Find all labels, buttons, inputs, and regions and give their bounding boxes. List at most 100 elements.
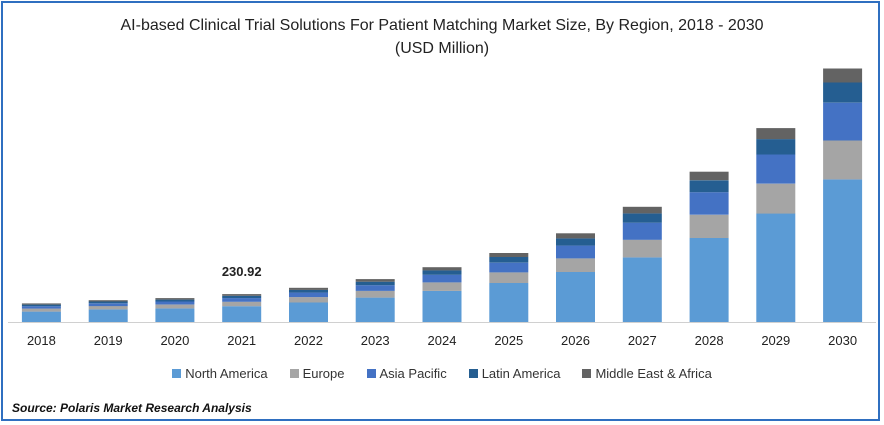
legend-label-2: Asia Pacific (379, 366, 447, 381)
bar-segment-2023-3 (355, 281, 395, 286)
bar-segment-2020-0 (155, 308, 195, 322)
bar-segment-2020-2 (155, 301, 195, 305)
x-tick-label-2030: 2030 (828, 333, 857, 348)
bar-segment-2027-4 (622, 206, 662, 214)
legend-label-4: Middle East & Africa (595, 366, 712, 381)
bar-segment-2027-1 (622, 239, 662, 258)
legend-swatch-2 (366, 369, 376, 378)
bar-segment-2018-0 (21, 311, 61, 322)
x-tick-label-2020: 2020 (160, 333, 189, 348)
x-tick-label-2018: 2018 (27, 333, 56, 348)
bar-segment-2024-1 (422, 282, 462, 291)
bar-segment-2030-2 (823, 102, 863, 141)
bar-segment-2022-4 (289, 287, 328, 290)
x-tick-label-2026: 2026 (561, 333, 590, 348)
bar-segment-2019-0 (88, 309, 128, 322)
bar-segment-2029-0 (756, 213, 796, 322)
bar-segment-2029-4 (756, 128, 796, 140)
chart-subtitle: (USD Million) (394, 40, 490, 57)
bar-segment-2026-0 (556, 272, 595, 322)
bar-segment-2030-3 (823, 82, 863, 103)
x-tick-label-2025: 2025 (494, 333, 523, 348)
bar-segment-2020-3 (155, 299, 195, 302)
bar-segment-2026-3 (556, 238, 595, 246)
bar-segment-2023-4 (355, 279, 395, 282)
bar-segment-2021-1 (222, 301, 262, 307)
bar-segment-2026-1 (556, 258, 595, 272)
legend-label-1: Europe (302, 366, 345, 381)
bar-segment-2027-3 (622, 213, 662, 223)
x-tick-label-2027: 2027 (628, 333, 657, 348)
bar-segment-2026-4 (556, 233, 595, 239)
legend-swatch-3 (468, 369, 478, 378)
bar-segment-2018-2 (21, 306, 61, 309)
bar-segment-2030-1 (823, 140, 863, 180)
bar-segment-2030-0 (823, 179, 863, 322)
legend-item-3: Latin America (468, 366, 561, 381)
chart-title-block: AI-based Clinical Trial Solutions For Pa… (0, 14, 884, 60)
chart-title: AI-based Clinical Trial Solutions For Pa… (120, 17, 764, 34)
legend-swatch-1 (289, 369, 299, 378)
bar-segment-2018-3 (21, 304, 61, 307)
legend-swatch-4 (582, 369, 592, 378)
bar-segment-2018-1 (21, 308, 61, 312)
bar-segment-2019-4 (88, 300, 128, 302)
bar-segment-2019-2 (88, 303, 128, 307)
bar-segment-2025-1 (489, 272, 529, 283)
bar-segment-2023-0 (355, 297, 395, 322)
bar-segment-2025-2 (489, 262, 529, 273)
bar-segment-2029-3 (756, 139, 796, 155)
bar-segment-2029-1 (756, 183, 796, 214)
x-tick-label-2022: 2022 (294, 333, 323, 348)
bar-segment-2021-3 (222, 295, 262, 299)
data-label-2021: 230.92 (222, 264, 262, 279)
bar-segment-2024-0 (422, 290, 462, 322)
bar-segment-2024-3 (422, 270, 462, 275)
bar-segment-2028-2 (689, 192, 729, 215)
source-note: Source: Polaris Market Research Analysis (12, 401, 252, 415)
bar-segment-2019-1 (88, 306, 128, 310)
x-tick-label-2024: 2024 (428, 333, 457, 348)
x-tick-label-2029: 2029 (761, 333, 790, 348)
legend-label-3: Latin America (481, 366, 561, 381)
x-tick-label-2028: 2028 (695, 333, 724, 348)
legend-item-1: Europe (289, 366, 345, 381)
bar-segment-2021-0 (222, 306, 262, 322)
legend-item-0: North America (172, 366, 268, 381)
bar-segment-2023-2 (355, 285, 395, 291)
bar-segment-2027-0 (622, 257, 662, 322)
legend-swatch-0 (172, 369, 182, 378)
bar-segment-2026-2 (556, 245, 595, 259)
bar-segment-2030-4 (823, 68, 863, 83)
bar-segment-2023-1 (355, 290, 395, 298)
bar-segment-2021-2 (222, 298, 262, 302)
bar-segment-2029-2 (756, 154, 796, 184)
bar-segment-2022-2 (289, 292, 328, 298)
bar-segment-2024-2 (422, 274, 462, 283)
bar-segment-2027-2 (622, 222, 662, 240)
x-tick-label-2019: 2019 (94, 333, 123, 348)
bar-segment-2028-4 (689, 171, 729, 181)
bar-segment-2022-1 (289, 297, 328, 303)
bar-segment-2022-0 (289, 302, 328, 322)
bar-segment-2018-4 (21, 303, 61, 305)
bar-segment-2020-1 (155, 304, 195, 309)
bar-segment-2025-0 (489, 283, 529, 322)
legend-label-0: North America (185, 366, 268, 381)
bar-segment-2028-0 (689, 237, 729, 322)
bar-segment-2028-3 (689, 180, 729, 193)
bar-segment-2019-3 (88, 301, 128, 304)
x-tick-label-2021: 2021 (227, 333, 256, 348)
bar-segment-2024-4 (422, 267, 462, 271)
bar-segment-2021-4 (222, 294, 262, 296)
bar-segment-2020-4 (155, 298, 195, 300)
legend-item-2: Asia Pacific (366, 366, 447, 381)
bar-segment-2025-4 (489, 253, 529, 257)
bar-segment-2028-1 (689, 214, 729, 238)
chart-legend: North America Europe Asia Pacific Latin Ame… (0, 366, 884, 381)
bar-segment-2025-3 (489, 257, 529, 263)
legend-item-4: Middle East & Africa (582, 366, 712, 381)
x-tick-label-2023: 2023 (361, 333, 390, 348)
